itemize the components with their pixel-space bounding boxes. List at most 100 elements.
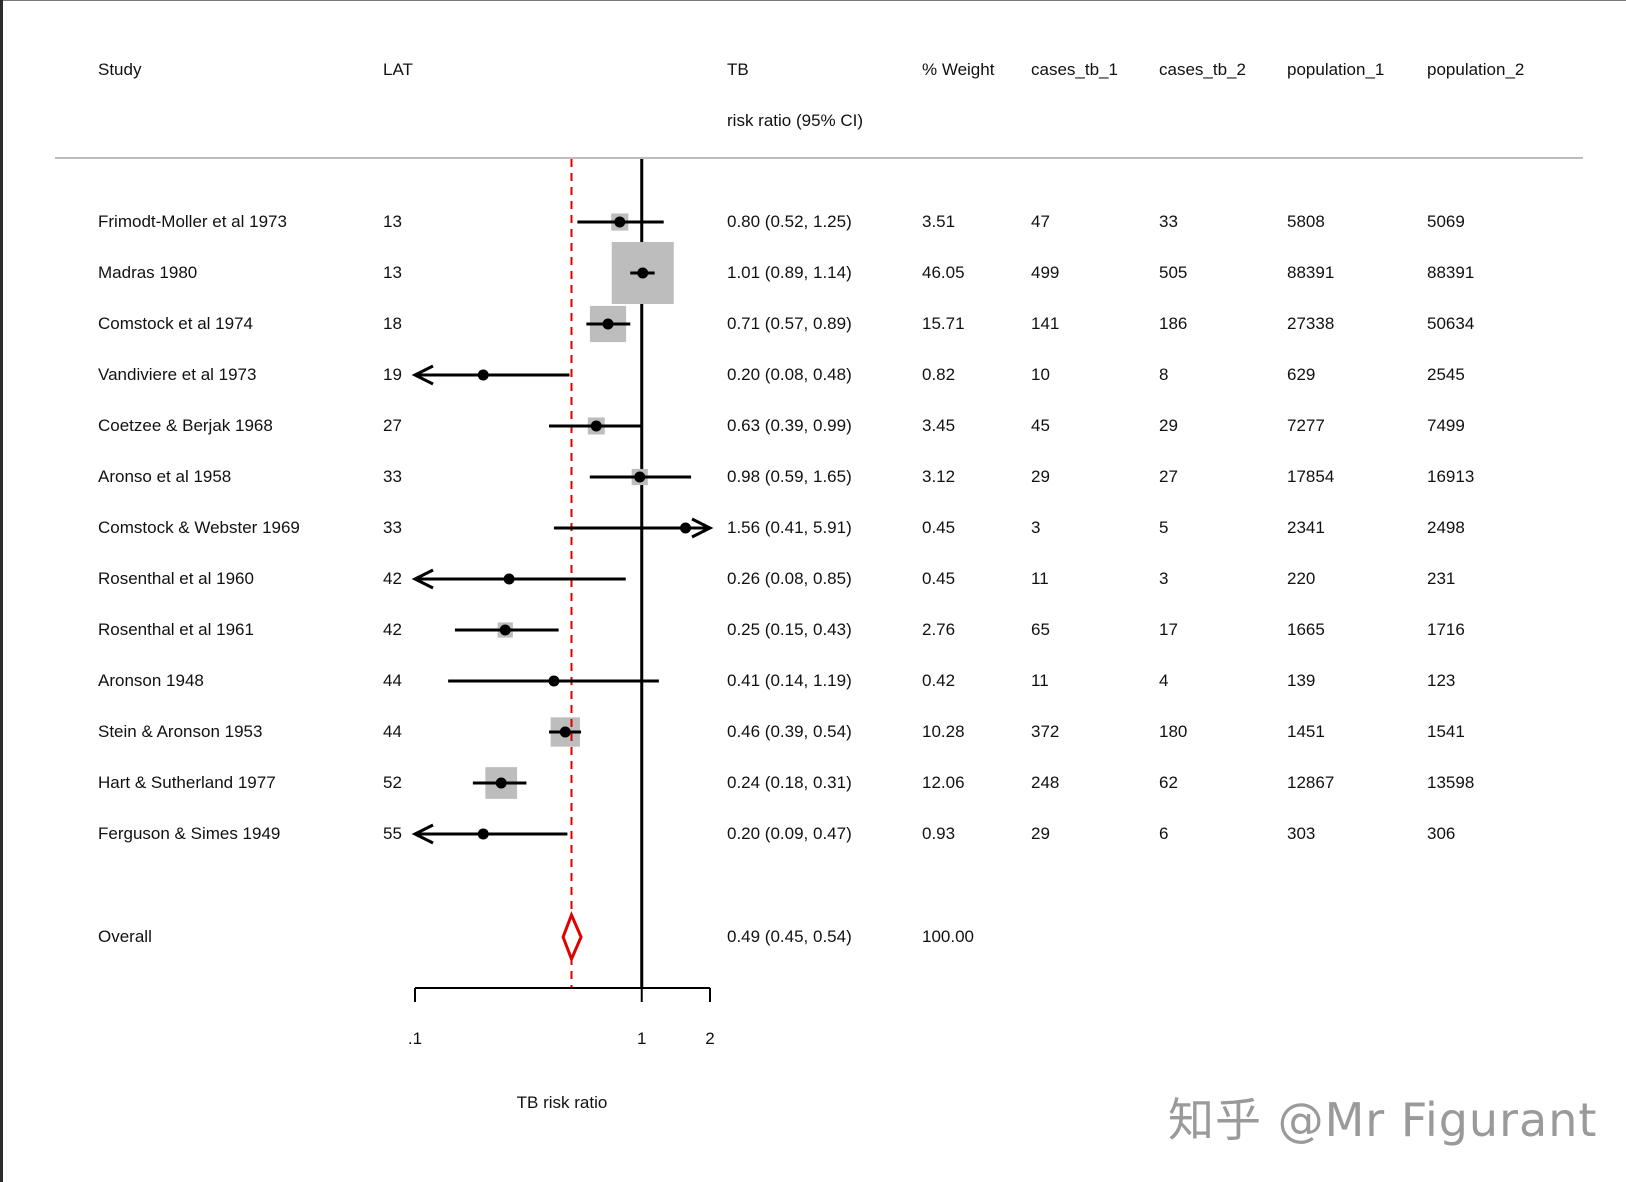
population-1-value: 5808 [1287,212,1325,231]
population-2-value: 2545 [1427,365,1465,384]
population-2-value: 1716 [1427,620,1465,639]
header-tb-subtitle: risk ratio (95% CI) [727,111,864,130]
study-name: Comstock & Webster 1969 [98,518,300,537]
ci-left-arrow [411,823,434,845]
weight-value: 3.12 [922,467,956,486]
x-axis-tick-label: 2 [705,1029,714,1048]
cases-tb-1-value: 499 [1031,263,1060,282]
point-estimate [614,216,626,228]
overall-risk-ratio: 0.49 (0.45, 0.54) [727,927,852,946]
cases-tb-1-value: 3 [1031,518,1041,537]
risk-ratio-ci: 1.01 (0.89, 1.14) [727,263,852,282]
population-1-value: 7277 [1287,416,1325,435]
ci-left-arrow [411,568,434,590]
point-estimate [477,828,489,840]
population-1-value: 12867 [1287,773,1335,792]
weight-value: 10.28 [922,722,965,741]
cases-tb-1-value: 141 [1031,314,1060,333]
x-axis-label: TB risk ratio [517,1093,608,1112]
risk-ratio-ci: 0.20 (0.08, 0.48) [727,365,852,384]
population-1-value: 27338 [1287,314,1335,333]
cases-tb-1-value: 47 [1031,212,1050,231]
weight-value: 12.06 [922,773,965,792]
header-study: Study [98,60,142,79]
cases-tb-1-value: 10 [1031,365,1050,384]
cases-tb-2-value: 180 [1159,722,1188,741]
study-name: Madras 1980 [98,263,198,282]
risk-ratio-ci: 0.80 (0.52, 1.25) [727,212,852,231]
cases-tb-1-value: 248 [1031,773,1060,792]
lat-value: 13 [383,212,402,231]
header-population-2: population_2 [1427,60,1525,79]
ci-left-arrow [411,364,434,386]
study-name: Stein & Aronson 1953 [98,722,263,741]
cases-tb-1-value: 11 [1031,569,1049,588]
population-2-value: 1541 [1427,722,1465,741]
cases-tb-2-value: 29 [1159,416,1178,435]
point-estimate [477,369,489,381]
weight-value: 3.45 [922,416,956,435]
weight-value: 0.45 [922,518,956,537]
point-estimate [602,318,614,330]
x-axis-tick-label: 1 [637,1029,646,1048]
header-tb: TB [727,60,749,79]
population-2-value: 2498 [1427,518,1465,537]
header-divider [55,157,1583,159]
weight-value: 0.93 [922,824,956,843]
population-2-value: 5069 [1427,212,1465,231]
population-2-value: 123 [1427,671,1456,690]
study-name: Vandiviere et al 1973 [98,365,257,384]
study-name: Ferguson & Simes 1949 [98,824,281,843]
risk-ratio-ci: 0.20 (0.09, 0.47) [727,824,852,843]
population-2-value: 306 [1427,824,1456,843]
lat-value: 42 [383,620,402,639]
cases-tb-2-value: 33 [1159,212,1178,231]
lat-value: 33 [383,467,402,486]
study-name: Coetzee & Berjak 1968 [98,416,273,435]
study-name: Rosenthal et al 1961 [98,620,254,639]
weight-value: 3.51 [922,212,956,231]
cases-tb-1-value: 29 [1031,467,1050,486]
risk-ratio-ci: 1.56 (0.41, 5.91) [727,518,852,537]
population-2-value: 50634 [1427,314,1475,333]
weight-value: 0.45 [922,569,956,588]
header-cases-tb-2: cases_tb_2 [1159,60,1246,79]
cases-tb-1-value: 372 [1031,722,1060,741]
population-2-value: 16913 [1427,467,1475,486]
header-weight: % Weight [922,60,995,79]
population-2-value: 231 [1427,569,1456,588]
study-name: Aronson 1948 [98,671,204,690]
cases-tb-2-value: 186 [1159,314,1188,333]
window-top-border [0,0,1626,1]
risk-ratio-ci: 0.63 (0.39, 0.99) [727,416,852,435]
point-estimate [680,522,692,534]
risk-ratio-ci: 0.71 (0.57, 0.89) [727,314,852,333]
point-estimate [590,420,602,432]
weight-value: 2.76 [922,620,956,639]
study-name: Hart & Sutherland 1977 [98,773,276,792]
cases-tb-2-value: 4 [1159,671,1169,690]
overall-label: Overall [98,927,152,946]
lat-value: 44 [383,722,402,741]
study-name: Frimodt-Moller et al 1973 [98,212,287,231]
cases-tb-1-value: 45 [1031,416,1050,435]
population-1-value: 88391 [1287,263,1335,282]
study-name: Aronso et al 1958 [98,467,232,486]
weight-value: 0.82 [922,365,956,384]
risk-ratio-ci: 0.98 (0.59, 1.65) [727,467,852,486]
population-1-value: 1665 [1287,620,1325,639]
header-population-1: population_1 [1287,60,1385,79]
risk-ratio-ci: 0.41 (0.14, 1.19) [727,671,852,690]
population-2-value: 13598 [1427,773,1475,792]
risk-ratio-ci: 0.26 (0.08, 0.85) [727,569,852,588]
overall-weight: 100.00 [922,927,974,946]
point-estimate [495,777,507,789]
population-1-value: 303 [1287,824,1316,843]
point-estimate [503,573,515,585]
lat-value: 44 [383,671,402,690]
lat-value: 18 [383,314,402,333]
x-axis-tick-label: .1 [408,1029,422,1048]
lat-value: 52 [383,773,402,792]
cases-tb-2-value: 27 [1159,467,1178,486]
